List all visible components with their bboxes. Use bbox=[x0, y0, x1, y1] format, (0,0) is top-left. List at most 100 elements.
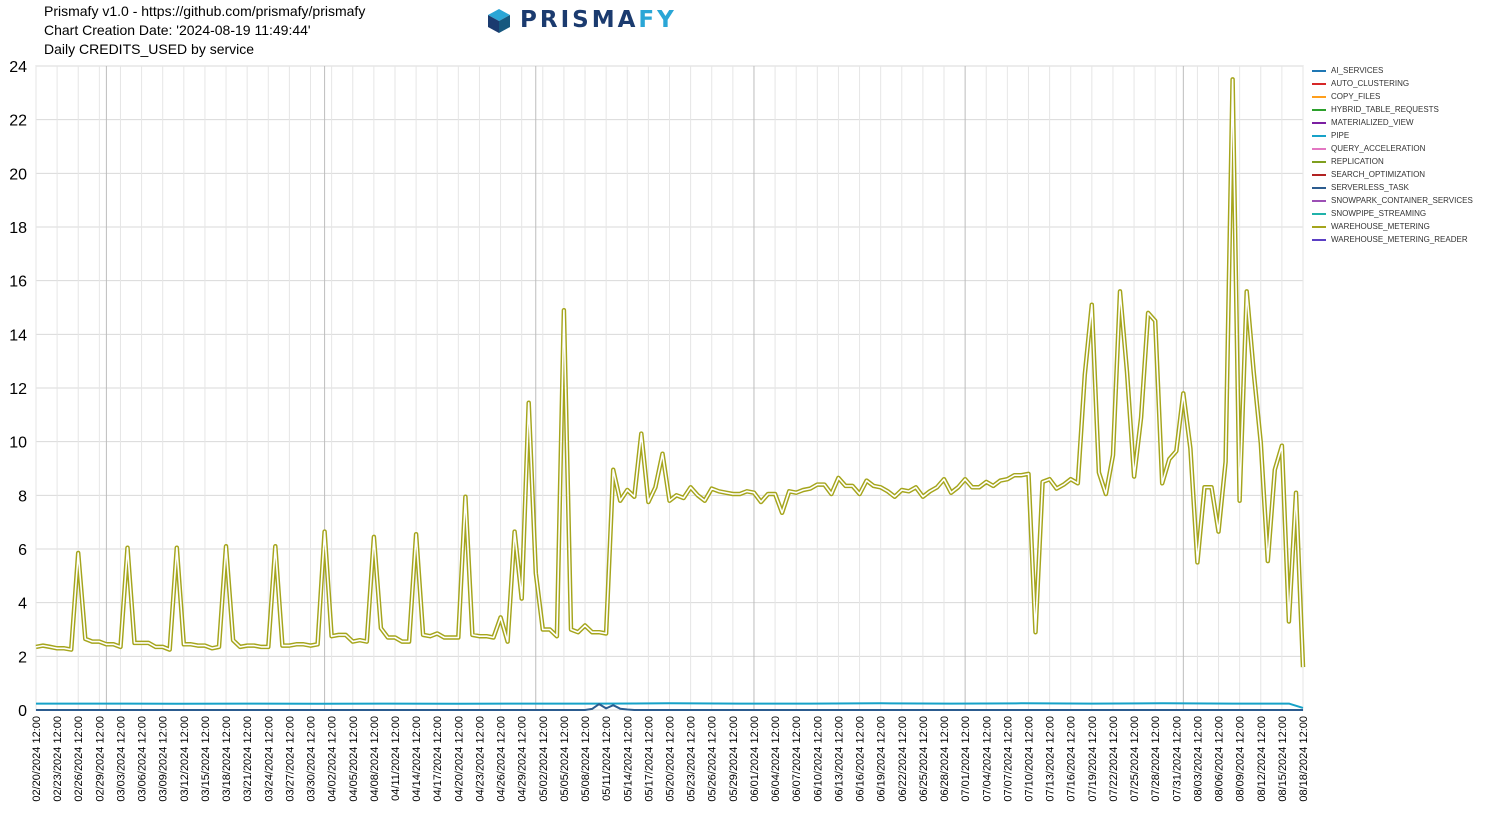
legend-item[interactable]: REPLICATION bbox=[1312, 155, 1473, 168]
x-tick-label: 02/26/2024 12:00 bbox=[73, 716, 85, 802]
y-tick-label: 2 bbox=[18, 649, 27, 666]
legend-swatch bbox=[1312, 199, 1326, 202]
legend-item[interactable]: WAREHOUSE_METERING bbox=[1312, 220, 1473, 233]
x-tick-label: 06/22/2024 12:00 bbox=[897, 716, 909, 802]
legend-label: SERVERLESS_TASK bbox=[1331, 183, 1409, 192]
x-tick-label: 03/30/2024 12:00 bbox=[306, 716, 318, 802]
legend-swatch bbox=[1312, 173, 1326, 176]
legend-item[interactable]: COPY_FILES bbox=[1312, 90, 1473, 103]
legend-item[interactable]: SEARCH_OPTIMIZATION bbox=[1312, 168, 1473, 181]
x-tick-label: 06/10/2024 12:00 bbox=[812, 716, 824, 802]
legend-swatch bbox=[1312, 225, 1326, 228]
x-tick-label: 07/13/2024 12:00 bbox=[1045, 716, 1057, 802]
chart-legend: AI_SERVICES AUTO_CLUSTERING COPY_FILES HYBR… bbox=[1312, 64, 1473, 246]
x-tick-label: 05/11/2024 12:00 bbox=[601, 716, 613, 801]
y-tick-label: 18 bbox=[9, 220, 27, 237]
legend-item[interactable]: WAREHOUSE_METERING_READER bbox=[1312, 233, 1473, 246]
legend-swatch bbox=[1312, 134, 1326, 137]
x-tick-label: 07/07/2024 12:00 bbox=[1002, 716, 1014, 802]
app-version-line: Prismafy v1.0 - https://github.com/prism… bbox=[44, 3, 366, 19]
x-tick-label: 06/04/2024 12:00 bbox=[770, 716, 782, 802]
legend-item[interactable]: QUERY_ACCELERATION bbox=[1312, 142, 1473, 155]
x-tick-label: 02/20/2024 12:00 bbox=[31, 716, 43, 802]
x-tick-label: 04/14/2024 12:00 bbox=[411, 716, 423, 802]
x-tick-label: 07/01/2024 12:00 bbox=[960, 716, 972, 802]
chart-creation-date: Chart Creation Date: '2024-08-19 11:49:4… bbox=[44, 22, 311, 38]
y-tick-label: 20 bbox=[9, 166, 27, 183]
y-tick-label: 14 bbox=[9, 327, 27, 344]
prismafy-logo: PRISMAFY bbox=[484, 3, 677, 37]
legend-label: WAREHOUSE_METERING bbox=[1331, 222, 1430, 231]
legend-label: SEARCH_OPTIMIZATION bbox=[1331, 170, 1426, 179]
chart-header: Prismafy v1.0 - https://github.com/prism… bbox=[44, 2, 365, 59]
legend-swatch bbox=[1312, 186, 1326, 189]
x-tick-label: 08/09/2024 12:00 bbox=[1235, 716, 1247, 802]
y-tick-label: 4 bbox=[18, 596, 27, 613]
x-tick-label: 07/19/2024 12:00 bbox=[1087, 716, 1099, 802]
y-tick-label: 8 bbox=[18, 488, 27, 505]
x-tick-label: 04/29/2024 12:00 bbox=[517, 716, 529, 802]
legend-label: COPY_FILES bbox=[1331, 92, 1381, 101]
y-tick-label: 10 bbox=[9, 435, 27, 452]
legend-item[interactable]: PIPE bbox=[1312, 129, 1473, 142]
x-tick-label: 06/28/2024 12:00 bbox=[939, 716, 951, 802]
x-tick-label: 07/31/2024 12:00 bbox=[1171, 716, 1183, 802]
x-tick-label: 05/14/2024 12:00 bbox=[622, 716, 634, 802]
x-tick-label: 06/16/2024 12:00 bbox=[855, 716, 867, 802]
legend-swatch bbox=[1312, 95, 1326, 98]
x-tick-label: 03/12/2024 12:00 bbox=[179, 716, 191, 802]
x-tick-label: 04/11/2024 12:00 bbox=[390, 716, 402, 801]
legend-item[interactable]: SNOWPARK_CONTAINER_SERVICES bbox=[1312, 194, 1473, 207]
x-tick-label: 07/28/2024 12:00 bbox=[1150, 716, 1162, 802]
x-tick-label: 05/17/2024 12:00 bbox=[643, 716, 655, 802]
x-tick-label: 07/22/2024 12:00 bbox=[1108, 716, 1120, 802]
legend-swatch bbox=[1312, 108, 1326, 111]
legend-item[interactable]: SERVERLESS_TASK bbox=[1312, 181, 1473, 194]
x-tick-label: 04/26/2024 12:00 bbox=[496, 716, 508, 802]
series-serverless-task-line bbox=[36, 703, 1303, 711]
legend-swatch bbox=[1312, 238, 1326, 241]
y-tick-label: 0 bbox=[18, 703, 27, 720]
x-tick-label: 08/12/2024 12:00 bbox=[1256, 716, 1268, 802]
x-tick-label: 05/05/2024 12:00 bbox=[559, 716, 571, 802]
y-tick-label: 6 bbox=[18, 542, 27, 559]
y-tick-label: 12 bbox=[9, 381, 27, 398]
x-tick-label: 06/25/2024 12:00 bbox=[918, 716, 930, 802]
x-tick-label: 06/19/2024 12:00 bbox=[876, 716, 888, 802]
legend-swatch bbox=[1312, 82, 1326, 85]
legend-item[interactable]: MATERIALIZED_VIEW bbox=[1312, 116, 1473, 129]
legend-swatch bbox=[1312, 160, 1326, 163]
x-tick-label: 05/08/2024 12:00 bbox=[580, 716, 592, 802]
legend-label: REPLICATION bbox=[1331, 157, 1384, 166]
y-tick-label: 16 bbox=[9, 274, 27, 291]
x-tick-label: 03/15/2024 12:00 bbox=[200, 716, 212, 802]
legend-item[interactable]: HYBRID_TABLE_REQUESTS bbox=[1312, 103, 1473, 116]
x-tick-label: 07/25/2024 12:00 bbox=[1129, 716, 1141, 802]
legend-item[interactable]: AUTO_CLUSTERING bbox=[1312, 77, 1473, 90]
series-warehouse-metering-line-inner bbox=[35, 78, 1304, 668]
legend-swatch bbox=[1312, 147, 1326, 150]
legend-swatch bbox=[1312, 212, 1326, 215]
legend-label: HYBRID_TABLE_REQUESTS bbox=[1331, 105, 1439, 114]
x-tick-label: 03/09/2024 12:00 bbox=[158, 716, 170, 802]
chart-series bbox=[35, 77, 1306, 711]
x-tick-label: 03/21/2024 12:00 bbox=[242, 716, 254, 802]
x-tick-label: 06/13/2024 12:00 bbox=[833, 716, 845, 802]
legend-label: MATERIALIZED_VIEW bbox=[1331, 118, 1414, 127]
x-tick-label: 06/01/2024 12:00 bbox=[749, 716, 761, 802]
x-tick-label: 03/27/2024 12:00 bbox=[284, 716, 296, 802]
x-tick-label: 08/03/2024 12:00 bbox=[1192, 716, 1204, 802]
x-tick-label: 04/23/2024 12:00 bbox=[474, 716, 486, 802]
x-tick-label: 04/08/2024 12:00 bbox=[369, 716, 381, 802]
x-tick-label: 05/23/2024 12:00 bbox=[686, 716, 698, 802]
x-tick-label: 02/29/2024 12:00 bbox=[94, 716, 106, 802]
legend-label: WAREHOUSE_METERING_READER bbox=[1331, 235, 1468, 244]
x-tick-label: 07/10/2024 12:00 bbox=[1023, 716, 1035, 802]
series-pipe-line bbox=[36, 702, 1304, 709]
legend-item[interactable]: AI_SERVICES bbox=[1312, 64, 1473, 77]
legend-item[interactable]: SNOWPIPE_STREAMING bbox=[1312, 207, 1473, 220]
x-tick-label: 05/29/2024 12:00 bbox=[728, 716, 740, 802]
x-tick-label: 05/20/2024 12:00 bbox=[665, 716, 677, 802]
